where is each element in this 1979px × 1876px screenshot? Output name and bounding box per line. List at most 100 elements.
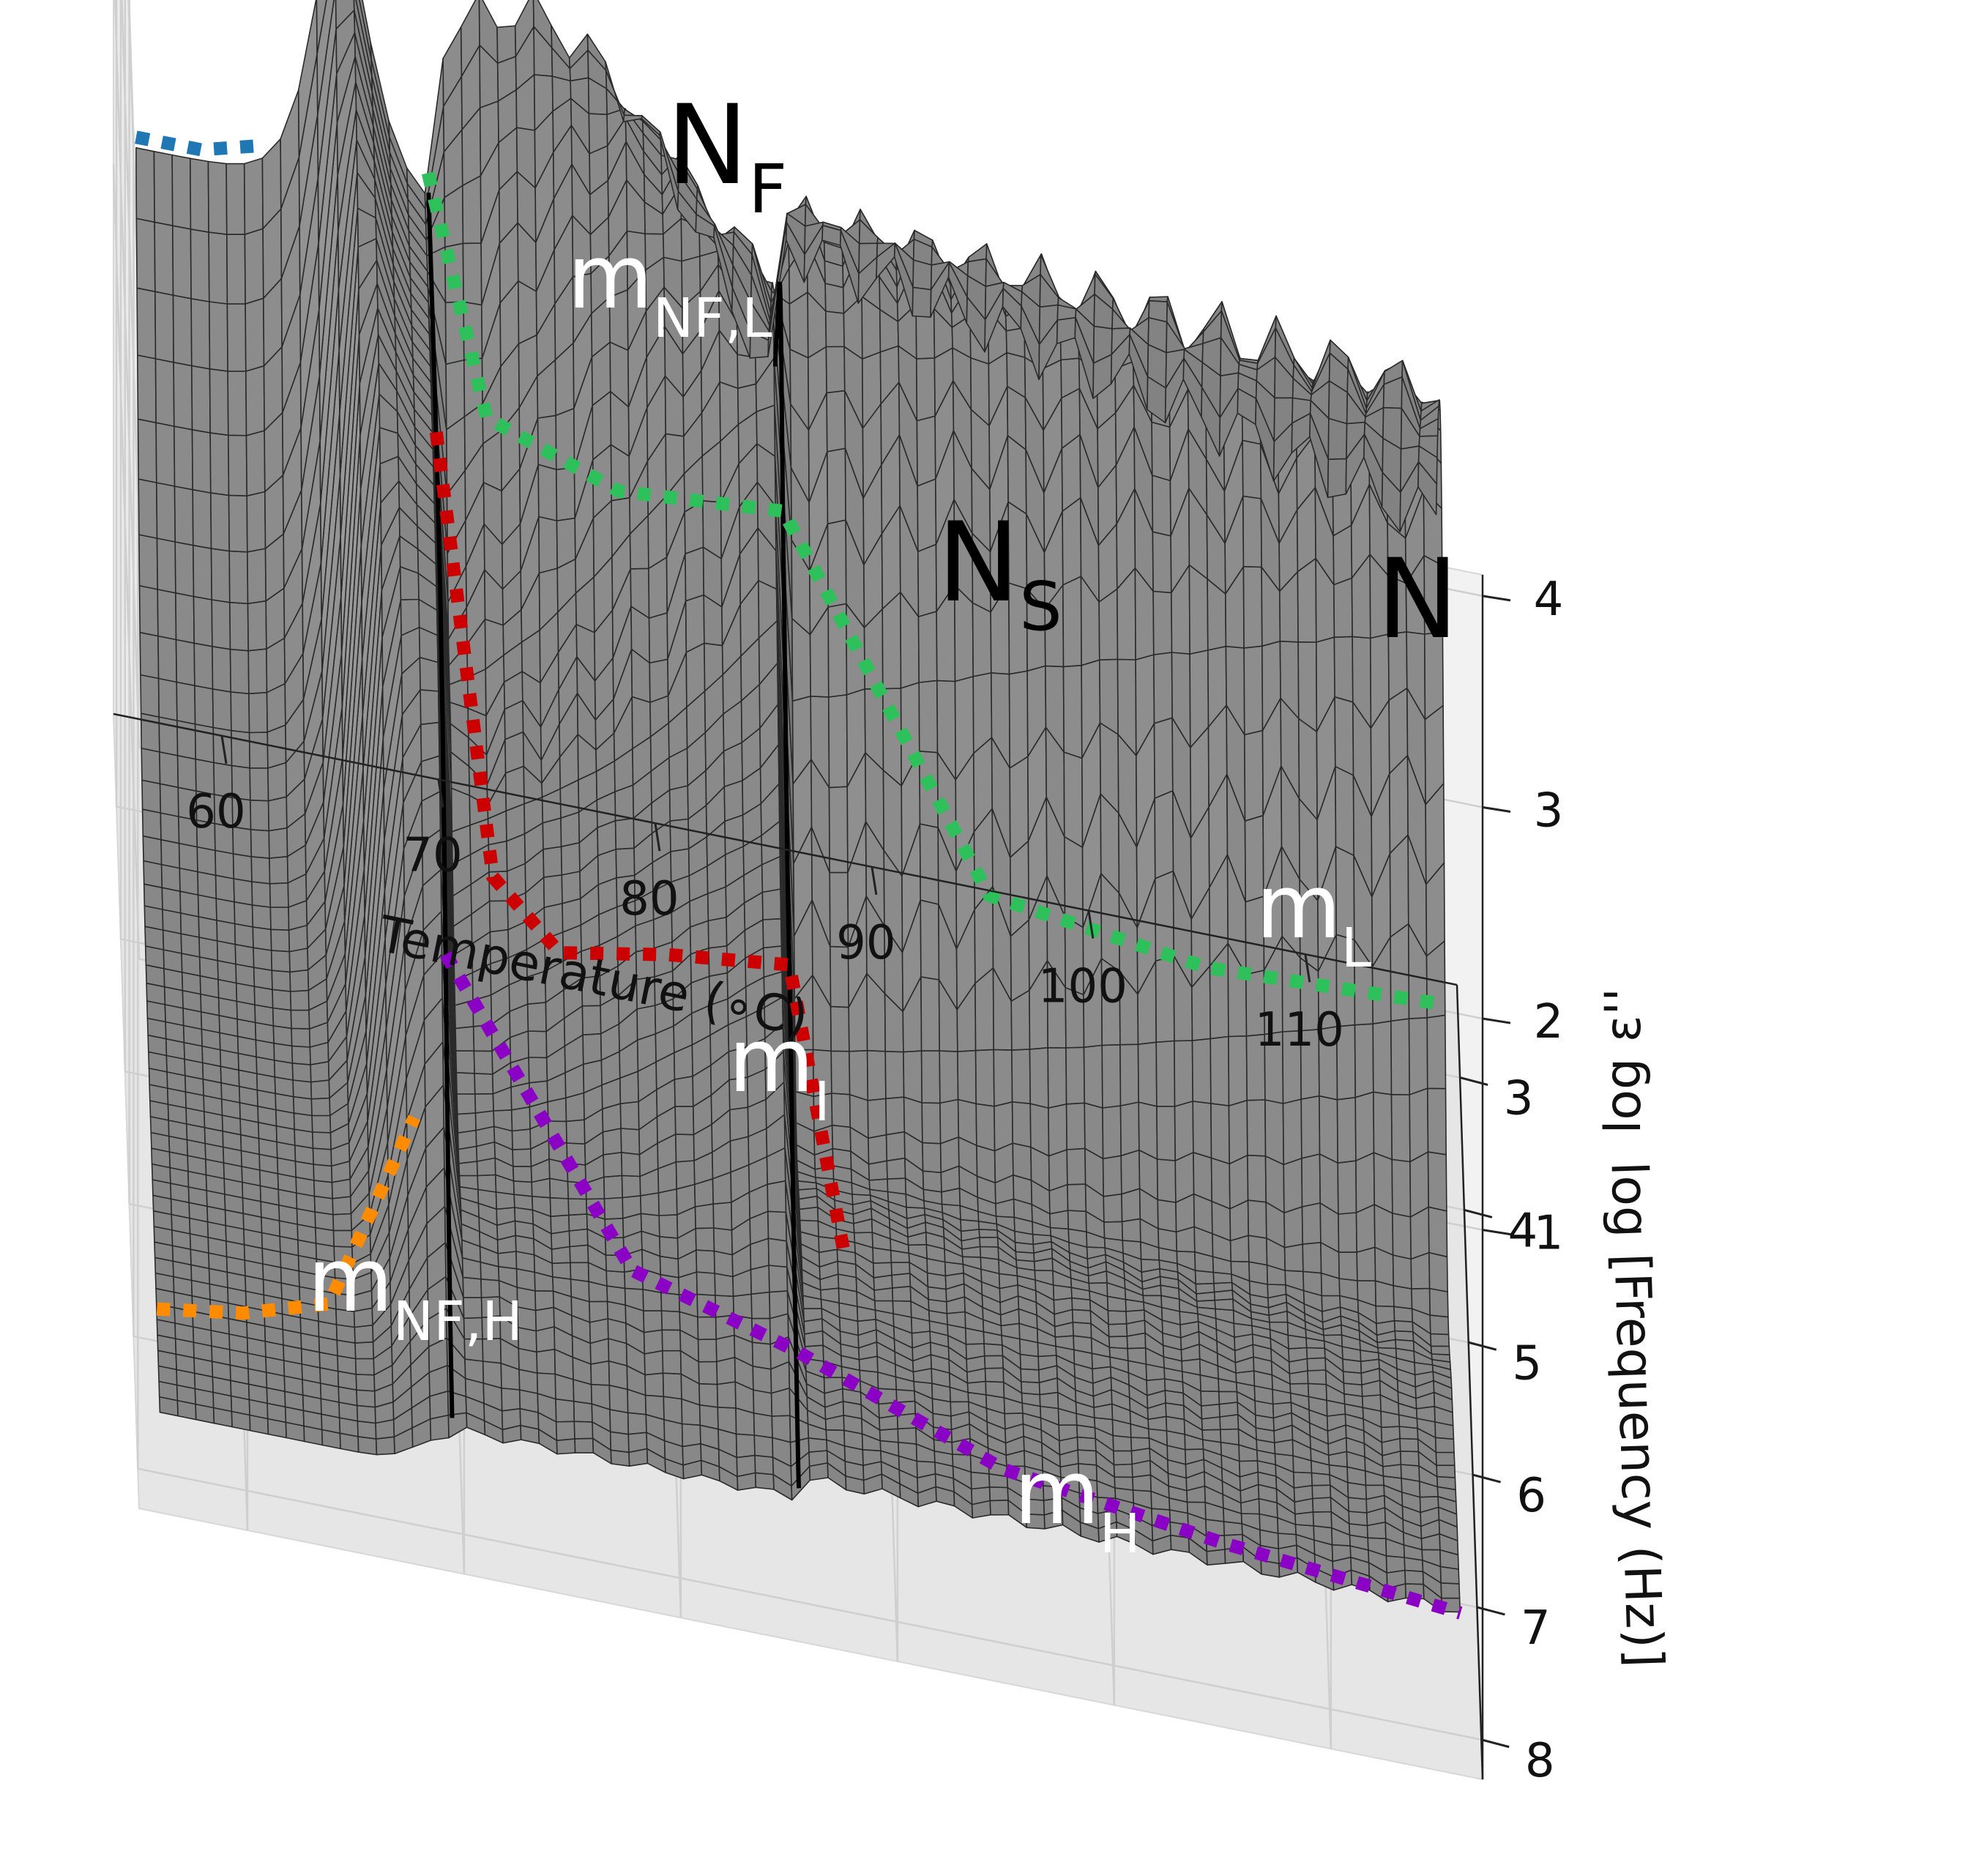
surface-patch	[712, 1227, 734, 1256]
surface-patch	[627, 1412, 647, 1435]
surface-patch	[886, 1157, 906, 1180]
surface-patch	[1392, 1213, 1412, 1260]
mode-label-nfl: mNF,L	[567, 227, 772, 350]
surface-patch	[543, 846, 563, 878]
surface-patch	[984, 1367, 1005, 1383]
surface-patch	[1338, 1278, 1359, 1300]
floor-grid-frequency	[138, 1467, 1482, 1741]
surface-patch	[1390, 1094, 1411, 1163]
surface-patch	[939, 1050, 959, 1104]
surface-patch	[1435, 1451, 1456, 1466]
surface-patch	[354, 1358, 375, 1376]
surface-patch	[887, 1177, 907, 1195]
surface-patch	[1342, 1371, 1363, 1385]
surface-patch	[1103, 1221, 1124, 1241]
surface-patch	[1188, 564, 1209, 655]
surface-patch	[922, 1142, 942, 1174]
surface-patch	[1375, 1305, 1395, 1325]
surface-patch	[985, 258, 1005, 288]
surface-patch	[176, 681, 196, 725]
side-grid-loss	[113, 0, 141, 748]
surface-patch	[1062, 576, 1082, 668]
surface-patch	[527, 1030, 548, 1059]
surface-patch	[712, 1202, 733, 1231]
surface-patch	[537, 464, 558, 521]
surface-patch	[159, 783, 179, 817]
surface-patch	[1288, 1347, 1308, 1363]
surface-patch	[1114, 1476, 1134, 1491]
surface-patch	[920, 899, 940, 980]
surface-patch	[1174, 1040, 1193, 1107]
surface-patch	[984, 1355, 1004, 1369]
surface-patch	[209, 492, 231, 552]
surface-patch	[1301, 1153, 1321, 1207]
surface-patch	[849, 1049, 869, 1101]
surface-patch	[1409, 1087, 1429, 1163]
surface-patch	[247, 648, 268, 695]
surface-patch	[728, 1106, 749, 1142]
surface-patch	[885, 1131, 906, 1162]
surface-patch	[189, 157, 209, 233]
surface-patch	[1312, 1497, 1332, 1513]
surface-patch	[550, 1214, 570, 1235]
temperature-tick-label: 70	[403, 829, 462, 883]
side-grid-loss	[112, 164, 141, 959]
surface-patch	[1155, 955, 1175, 1043]
surface-patch	[1334, 696, 1354, 776]
surface-patch	[912, 286, 932, 318]
temperature-tick-label: 80	[619, 872, 679, 926]
surface-patch	[723, 780, 744, 822]
surface-patch	[551, 1262, 572, 1280]
phase-transition-line	[772, 281, 802, 1489]
surface-patch	[194, 723, 215, 764]
surface-patch	[1011, 1049, 1031, 1104]
surface-patch	[1214, 1298, 1234, 1311]
surface-patch	[313, 1164, 333, 1183]
surface-patch	[581, 1005, 602, 1036]
surface-patch	[674, 1106, 695, 1136]
surface-patch	[192, 544, 213, 600]
surface-patch	[825, 346, 846, 394]
surface-patch	[582, 1032, 603, 1065]
surface-patch	[252, 926, 272, 951]
surface-patch	[501, 1387, 521, 1412]
frequency-tick-label: 8	[1525, 1734, 1555, 1788]
surface-patch	[1311, 1484, 1332, 1500]
surface-patch	[248, 732, 269, 769]
surface-patch	[456, 1112, 477, 1134]
surface-patch	[161, 887, 182, 914]
phase-transition-lines	[426, 192, 802, 1489]
surface-patch	[609, 1431, 630, 1453]
surface-patch	[196, 846, 217, 876]
surface-patch	[357, 1420, 377, 1440]
temperature-tick-label: 90	[836, 916, 895, 970]
surface-patch	[332, 1196, 352, 1216]
surface-patch	[1099, 658, 1119, 735]
surface-patch	[717, 1407, 737, 1435]
surface-patch	[176, 720, 197, 760]
surface-patch	[1220, 1428, 1240, 1445]
surface-patch	[197, 894, 217, 921]
surface-patch	[288, 948, 309, 973]
surface-patch	[226, 303, 247, 372]
surface-patch	[209, 368, 229, 436]
surface-patch	[455, 1072, 476, 1095]
surface-patch	[828, 693, 848, 789]
surface-patch	[273, 1042, 294, 1064]
side-grid-loss	[121, 0, 141, 537]
surface-patch	[543, 903, 564, 940]
surface-patch	[1020, 1368, 1040, 1383]
surface-patch	[1021, 1381, 1040, 1396]
surface-patch	[735, 1433, 756, 1459]
frequency-tick-label: 3	[1504, 1072, 1534, 1126]
surface-patch	[1067, 1183, 1087, 1213]
surface-patch	[644, 1372, 665, 1397]
surface-patch	[1047, 1047, 1067, 1109]
surface-patch	[158, 716, 179, 756]
surface-patch	[1084, 1102, 1104, 1160]
surface-patch	[215, 849, 235, 879]
surface-patch	[1083, 1044, 1103, 1109]
surface-patch	[957, 1049, 977, 1105]
surface-patch	[573, 1400, 593, 1423]
